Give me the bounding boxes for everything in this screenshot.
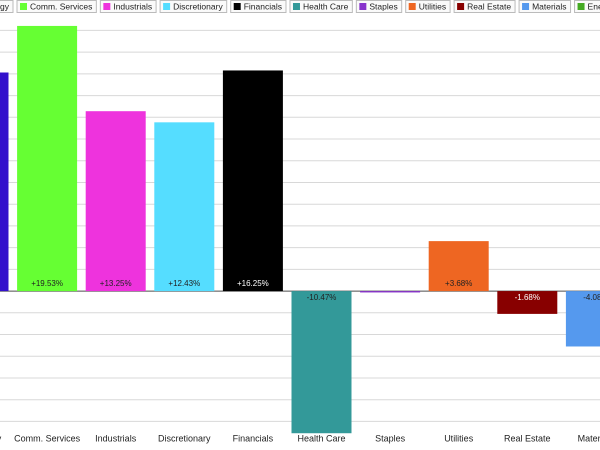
x-tick-label: Discretionary [158,433,211,443]
legend-item: Comm. Services [16,0,97,13]
value-label: -4.08% [583,293,600,302]
legend-item: Real Estate [453,0,516,13]
value-label: +12.43% [168,279,200,288]
value-label: +3.68% [445,279,472,288]
legend-swatch [577,3,585,10]
legend-item: Utilities [405,0,451,13]
x-tick-label: Utilities [444,433,474,443]
bar [85,111,146,292]
legend-item: Discretionary [159,0,228,13]
value-label: +19.53% [31,279,63,288]
legend-box [355,0,403,13]
x-tick-label: Technology [0,433,2,443]
legend-box [99,0,157,13]
legend-label: Real Estate [467,1,511,11]
legend-label: Comm. Services [30,1,92,11]
legend-item: Materials [518,0,572,13]
legend-swatch [359,3,367,10]
bar [497,291,558,314]
legend-item: Technology [0,0,14,13]
legend-swatch [457,3,465,10]
bar [360,291,421,293]
value-label: -10.47% [307,293,337,302]
value-label: +13.25% [100,279,132,288]
legend-label: Energy [588,1,600,11]
legend-box [230,0,287,13]
x-tick-label: Financials [233,433,274,443]
legend-label: Utilities [419,1,446,11]
legend-label: Health Care [303,1,349,11]
legend-swatch [233,3,241,10]
value-label: +16.25% [237,279,269,288]
legend-item: Financials [230,0,287,13]
x-tick-label: Comm. Services [14,433,81,443]
bar [154,122,215,292]
legend-box [289,0,353,13]
x-tick-label: Real Estate [504,433,551,443]
legend-label: Discretionary [173,1,223,11]
legend-label: Financials [244,1,282,11]
legend-item: Energy [574,0,600,13]
legend-swatch [408,3,416,10]
legend-item: Staples [355,0,403,13]
legend-item: Health Care [289,0,353,13]
x-tick-label: Staples [375,433,406,443]
legend-box [453,0,516,13]
legend-swatch [103,3,111,10]
bar [291,291,352,434]
value-label: -1.68% [515,293,540,302]
legend-swatch [522,3,530,10]
bar [428,241,489,292]
legend-label: Staples [369,1,397,11]
legend-swatch [292,3,300,10]
legend-swatch [20,3,27,10]
legend-swatch [163,3,171,10]
legend-label: Materials [532,1,566,11]
legend-box [0,0,14,13]
x-tick-label: Materials [578,433,600,443]
bar [222,70,283,292]
x-tick-label: Health Care [297,433,345,443]
legend-label: Technology [0,1,10,11]
legend-box [159,0,228,13]
legend-box [16,0,97,13]
legend-label: Industrials [113,1,152,11]
legend-box [405,0,451,13]
bar [565,291,600,347]
legend-item: Industrials [99,0,157,13]
bar [17,25,78,292]
legend-box [518,0,572,13]
x-tick-label: Industrials [95,433,137,443]
bar [0,72,9,292]
